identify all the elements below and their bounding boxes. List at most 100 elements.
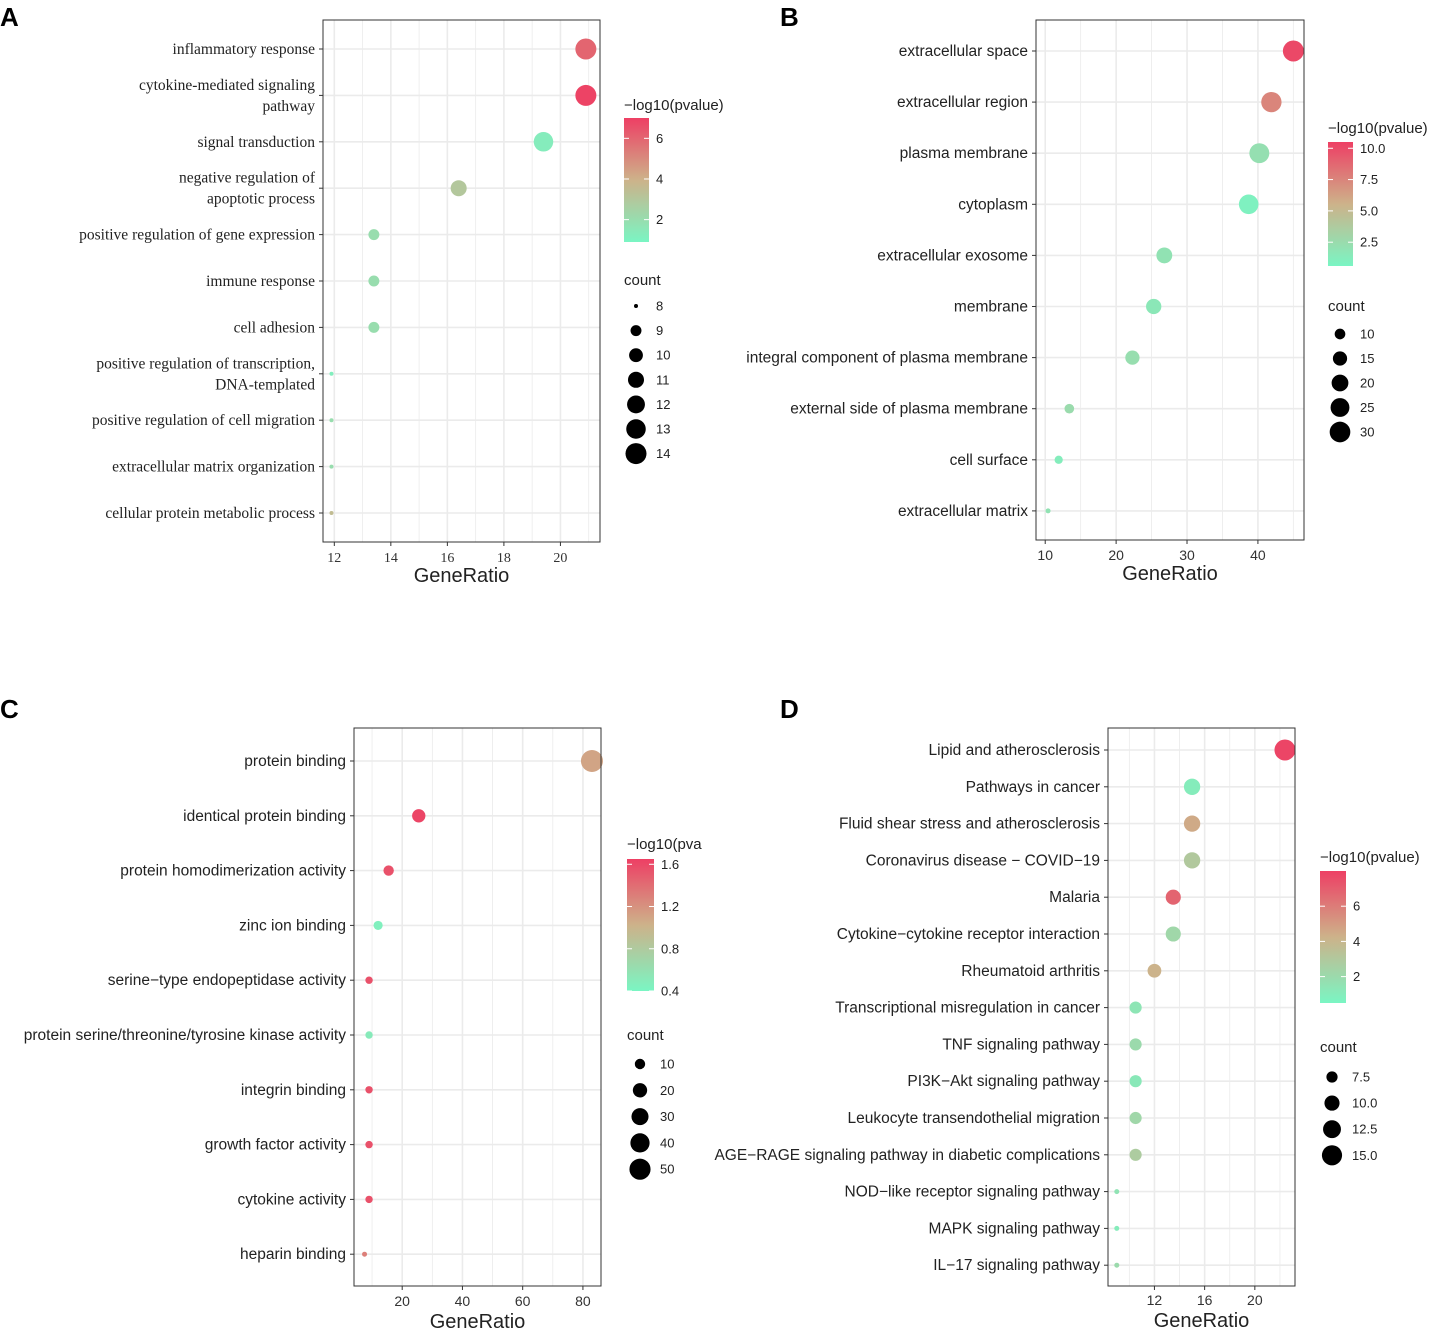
category-label: positive regulation of cell migration xyxy=(92,412,315,429)
x-tick-label: 12 xyxy=(327,551,341,566)
x-tick-label: 12 xyxy=(1147,1292,1163,1308)
category-label: Cytokine−cytokine receptor interaction xyxy=(837,926,1100,943)
category-label: Malaria xyxy=(1049,889,1100,906)
size-legend-dot xyxy=(634,304,638,308)
colorbar-tick-label: 1.2 xyxy=(661,899,679,914)
category-label: plasma membrane xyxy=(900,145,1028,162)
data-point xyxy=(1045,508,1051,514)
x-tick-label: 20 xyxy=(1247,1292,1263,1308)
data-point xyxy=(575,38,597,60)
data-point xyxy=(450,180,467,197)
size-legend-label: 11 xyxy=(656,372,670,387)
size-legend-label: 14 xyxy=(656,446,670,461)
x-tick-label: 40 xyxy=(1250,547,1266,563)
panel-letter: B xyxy=(780,2,799,32)
data-point xyxy=(329,511,334,515)
data-point xyxy=(365,1031,373,1039)
category-label: extracellular exosome xyxy=(877,247,1028,264)
colorbar-tick-label: 2 xyxy=(656,212,663,227)
size-legend-dot xyxy=(1324,1095,1340,1111)
colorbar xyxy=(1320,871,1346,1003)
data-point xyxy=(1129,1111,1142,1125)
colorbar xyxy=(1328,142,1353,266)
panel-d-dotplot: D 12 16 20 Lipid and atherosclerosis Pathways… xyxy=(714,694,1419,1332)
data-point xyxy=(1064,403,1075,414)
category-label: cytokine-mediated signaling xyxy=(139,77,315,94)
size-legend-label: 40 xyxy=(660,1135,674,1150)
panel-letter: A xyxy=(0,2,19,32)
size-legend-dot xyxy=(1331,374,1349,392)
category-label: Fluid shear stress and atherosclerosis xyxy=(839,816,1100,833)
data-point xyxy=(412,809,426,823)
x-tick-label: 18 xyxy=(497,551,511,566)
colorbar-tick-label: 5.0 xyxy=(1360,203,1378,218)
color-legend-title: −log10(pvalue) xyxy=(1328,120,1428,137)
x-tick-label: 10 xyxy=(1037,547,1053,563)
size-legend-label: 15.0 xyxy=(1352,1148,1377,1163)
size-legend-label: 10 xyxy=(1360,327,1374,342)
data-point xyxy=(373,920,383,930)
x-tick-label: 60 xyxy=(515,1293,531,1309)
category-label: protein homodimerization activity xyxy=(120,863,346,880)
x-axis-label: GeneRatio xyxy=(430,1311,526,1333)
size-legend-label: 15 xyxy=(1360,351,1374,366)
category-label: MAPK signaling pathway xyxy=(929,1220,1101,1237)
category-label: TNF signaling pathway xyxy=(942,1036,1100,1053)
data-point xyxy=(383,865,394,876)
x-tick-label: 80 xyxy=(575,1293,591,1309)
data-point xyxy=(1146,298,1162,315)
size-legend-label: 10 xyxy=(656,348,670,363)
size-legend-label: 9 xyxy=(656,323,663,338)
data-point xyxy=(329,418,334,423)
category-label: cell surface xyxy=(950,452,1028,469)
colorbar-tick-label: 4 xyxy=(656,171,663,186)
size-legend-dot xyxy=(629,1158,651,1180)
plot-border xyxy=(353,727,602,1287)
category-label: positive regulation of gene expression xyxy=(79,227,315,244)
size-legend-label: 20 xyxy=(660,1083,674,1098)
colorbar xyxy=(624,118,649,242)
size-legend-dot xyxy=(630,1133,650,1153)
data-point xyxy=(1129,1075,1142,1088)
plot-border xyxy=(322,19,601,543)
color-legend-title: −log10(pvalue) xyxy=(1320,849,1420,866)
data-point xyxy=(1156,247,1173,264)
color-legend-title: −log10(pvalue) xyxy=(624,97,724,114)
data-point xyxy=(329,371,334,376)
data-point xyxy=(1147,963,1162,978)
size-legend-label: 25 xyxy=(1360,400,1374,415)
category-label: Lipid and atherosclerosis xyxy=(929,742,1101,759)
panel-letter: D xyxy=(780,694,799,724)
category-label: PI3K−Akt signaling pathway xyxy=(907,1073,1100,1090)
colorbar-tick-label: 2.5 xyxy=(1360,235,1378,250)
size-legend-dot xyxy=(625,443,647,465)
category-label: extracellular space xyxy=(899,43,1028,60)
x-tick-label: 20 xyxy=(553,551,567,566)
size-legend-title: count xyxy=(1320,1039,1358,1056)
category-label: pathway xyxy=(262,98,315,115)
size-legend-label: 30 xyxy=(660,1109,674,1124)
category-label: integrin binding xyxy=(241,1082,346,1099)
data-point xyxy=(368,275,380,287)
data-point xyxy=(1129,1148,1142,1161)
category-label: serine−type endopeptidase activity xyxy=(108,972,347,989)
size-legend-dot xyxy=(1329,421,1351,443)
data-point xyxy=(1129,1038,1142,1051)
data-point xyxy=(1183,852,1201,869)
data-point xyxy=(1183,815,1201,832)
panel-c-dotplot: C 20 40 60 80 protein binding identical protei… xyxy=(0,694,702,1333)
data-point xyxy=(365,1086,373,1094)
size-legend-label: 20 xyxy=(1360,376,1374,391)
category-label: extracellular matrix xyxy=(898,503,1028,520)
colorbar-tick-label: 10.0 xyxy=(1360,141,1385,156)
category-label: IL−17 signaling pathway xyxy=(933,1257,1100,1274)
data-point xyxy=(1183,778,1201,795)
data-point xyxy=(1114,1225,1120,1231)
category-label: external side of plasma membrane xyxy=(790,401,1028,418)
size-legend-label: 30 xyxy=(1360,425,1374,440)
size-legend-dot xyxy=(626,419,646,439)
colorbar-tick-label: 0.4 xyxy=(661,984,679,999)
data-point xyxy=(368,229,380,241)
size-legend-dot xyxy=(627,395,645,414)
